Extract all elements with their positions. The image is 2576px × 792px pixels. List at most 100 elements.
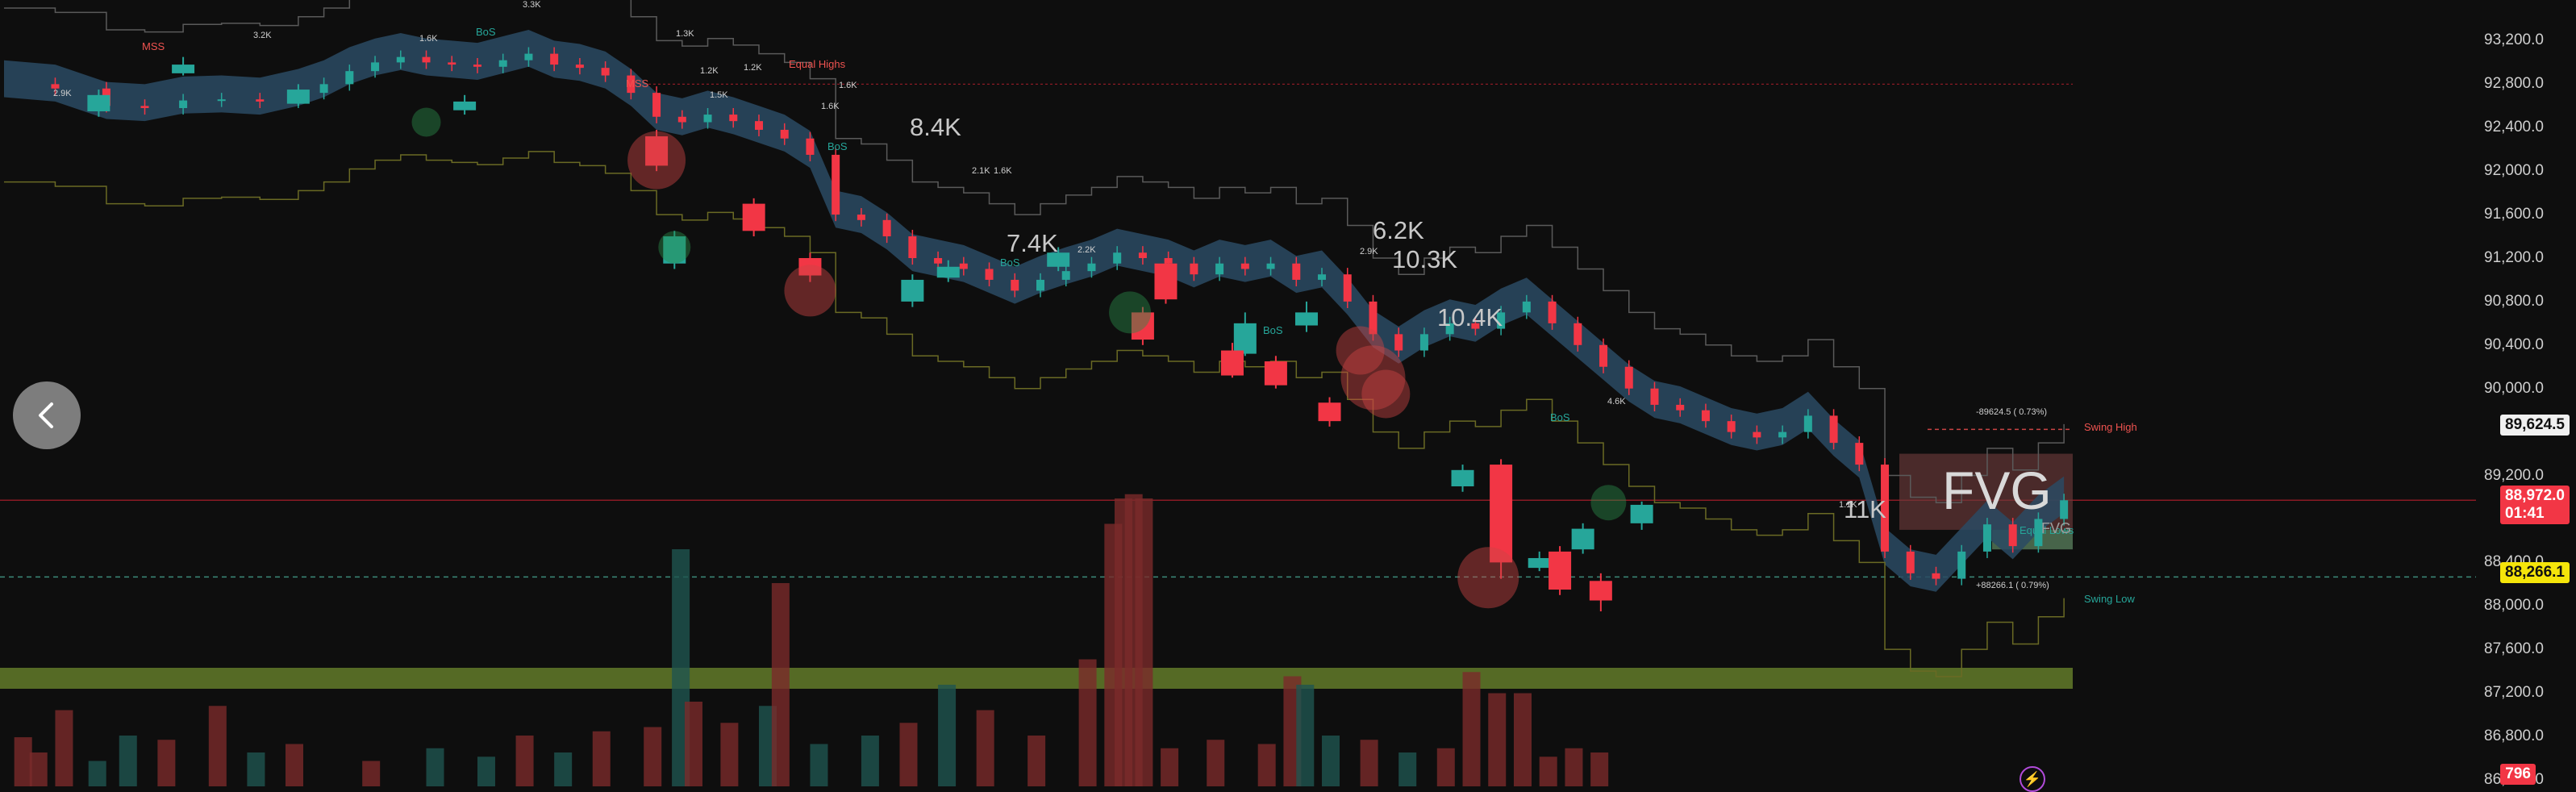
- volume-label-small: 2.9K: [1360, 247, 1378, 256]
- volume-bar: [1207, 740, 1225, 786]
- bos-label: BoS: [827, 140, 848, 152]
- price-tick-label: 90,800.0: [2484, 292, 2544, 310]
- candle-body: [1445, 323, 1454, 335]
- candle-body: [524, 53, 533, 60]
- candle-body: [1727, 421, 1736, 432]
- volume-label-small: 2.1K: [972, 166, 990, 176]
- volume-label-small: 1.6K: [821, 102, 840, 111]
- candle-body: [1599, 344, 1608, 367]
- price-axis-bg: [2476, 0, 2576, 790]
- candle-body: [806, 138, 815, 155]
- candle-up: [1047, 252, 1070, 267]
- volume-label-big: 10.3K: [1392, 245, 1458, 273]
- candle-body: [832, 154, 840, 215]
- candle-down: [1154, 263, 1178, 300]
- price-tick-label: 89,200.0: [2484, 466, 2544, 484]
- candle-body: [1292, 263, 1301, 280]
- candle-body: [1753, 431, 1761, 438]
- candle-body: [677, 116, 686, 123]
- candle-up: [286, 90, 310, 104]
- swing-low-label: Swing Low: [2084, 593, 2135, 605]
- price-tick-label: 88,000.0: [2484, 597, 2544, 615]
- volume-label-big: 6.2K: [1373, 216, 1424, 244]
- volume-bar: [55, 710, 73, 786]
- candle-body: [1548, 301, 1557, 323]
- candle-down: [1549, 551, 1572, 590]
- candle-body: [1624, 366, 1633, 389]
- lightning-icon[interactable]: ⚡: [2020, 766, 2045, 792]
- volume-bar: [899, 723, 918, 786]
- candle-body: [1932, 573, 1940, 579]
- volume-bubble: [1336, 326, 1385, 375]
- candle-body: [1803, 415, 1812, 432]
- fvg-small-label: FVG: [2041, 520, 2072, 536]
- volume-bar: [1161, 748, 1179, 786]
- volume-label-small: 4.6K: [1607, 397, 1626, 406]
- candle-up: [1630, 504, 1653, 523]
- volume-bar: [157, 740, 176, 786]
- volume-label-small: 1.6K: [419, 34, 438, 44]
- volume-bar: [554, 752, 573, 786]
- volume-bar: [1590, 752, 1609, 786]
- volume-bar: [1360, 740, 1378, 786]
- ma-cloud: [4, 29, 2065, 592]
- volume-bar: [88, 761, 106, 786]
- volume-value-tag: 796: [2500, 764, 2536, 785]
- candle-body: [1087, 263, 1096, 272]
- volume-bar: [1398, 752, 1417, 786]
- volume-bar: [208, 706, 227, 786]
- candle-body: [1650, 388, 1659, 405]
- candle-body: [1061, 271, 1070, 280]
- swing-high-distance: -89624.5 ( 0.73%): [1976, 407, 2048, 417]
- candle-down: [1220, 350, 1244, 376]
- back-button[interactable]: [13, 381, 81, 449]
- candle-body: [2034, 519, 2043, 547]
- swing-high-label: Swing High: [2084, 421, 2137, 433]
- candle-body: [217, 99, 226, 102]
- volume-label-small: 1.1K: [1839, 500, 1857, 510]
- volume-bar: [771, 583, 790, 786]
- candle-body: [1982, 524, 1991, 552]
- candle-body: [179, 100, 188, 108]
- candle-down: [1318, 402, 1341, 422]
- candle-body: [1343, 274, 1352, 302]
- volume-label-small: 3.2K: [253, 31, 272, 40]
- candle-body: [703, 115, 712, 123]
- candle-up: [453, 101, 477, 110]
- candle-body: [1419, 334, 1428, 351]
- volume-bar: [247, 752, 265, 786]
- candle-body: [1164, 257, 1173, 264]
- volume-bar: [14, 737, 32, 786]
- candle-body: [1113, 252, 1122, 264]
- volume-bar: [861, 736, 879, 786]
- volume-label-big: 11K: [1844, 495, 1886, 523]
- volume-label-small: 3.3K: [523, 0, 541, 10]
- candle-body: [882, 219, 891, 237]
- candle-body: [1778, 431, 1787, 438]
- candle-up: [1571, 528, 1594, 550]
- volume-bubble: [1340, 345, 1406, 411]
- candle-body: [780, 129, 789, 139]
- candle-up: [901, 279, 924, 302]
- candle-up: [936, 266, 960, 278]
- candle-down: [1490, 465, 1513, 563]
- candle-body: [1190, 263, 1198, 275]
- candle-body: [448, 62, 456, 65]
- current-price-tag: 88,972.0 01:41: [2500, 486, 2570, 524]
- candle-body: [908, 236, 917, 258]
- candle-body: [985, 269, 994, 280]
- candle-body: [575, 65, 584, 69]
- candle-down: [1264, 361, 1287, 386]
- volume-bar: [515, 736, 534, 786]
- volume-bar: [1322, 736, 1340, 786]
- candle-body: [1497, 312, 1506, 329]
- equal-lows-label: Equal Lows: [2020, 524, 2074, 536]
- lower-envelope: [4, 151, 2065, 677]
- price-tick-label: 93,200.0: [2484, 31, 2544, 49]
- price-tick-label: 90,000.0: [2484, 379, 2544, 397]
- candle-body: [934, 257, 943, 264]
- candle-body: [601, 68, 610, 76]
- price-tick-label: 87,200.0: [2484, 684, 2544, 702]
- mss-label-2: MSS: [626, 77, 649, 90]
